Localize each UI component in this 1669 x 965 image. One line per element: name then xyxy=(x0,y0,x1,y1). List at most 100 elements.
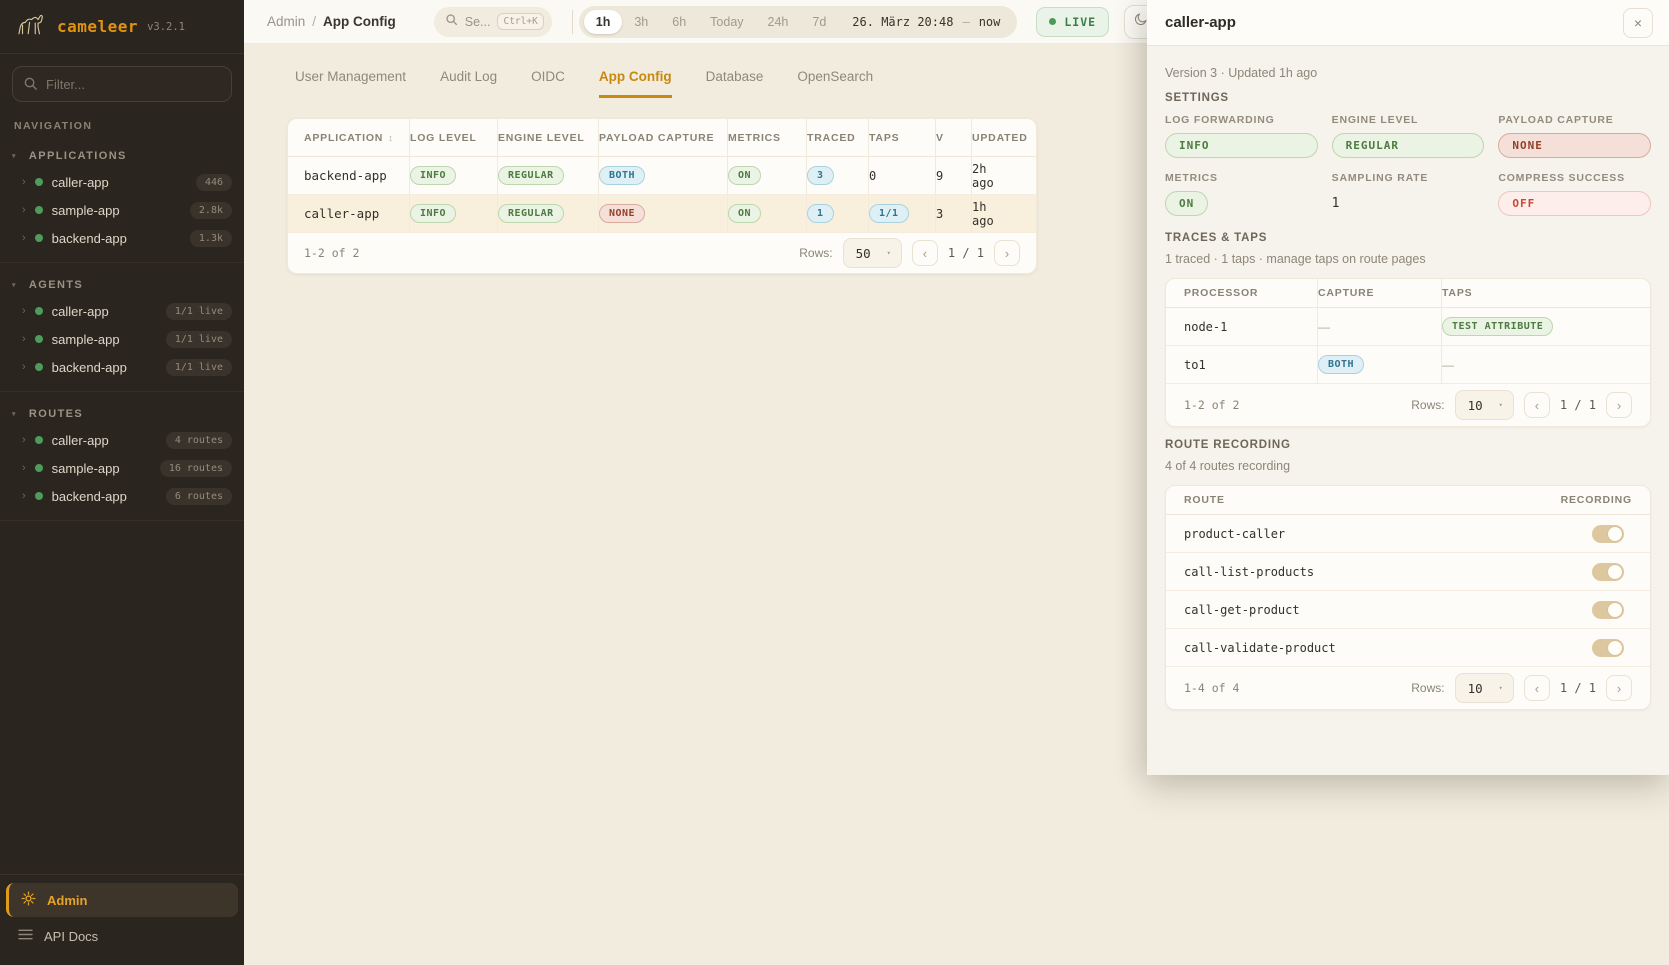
item-badge: 1.3k xyxy=(189,229,232,247)
sidebar-item-caller-app-agent[interactable]: › caller-app 1/1 live xyxy=(0,297,244,325)
status-dot xyxy=(34,436,43,444)
sidebar-item-sample-app-agent[interactable]: › sample-app 1/1 live xyxy=(0,325,244,353)
breadcrumb-root[interactable]: Admin xyxy=(267,14,306,29)
sidebar-item-caller-app-routes[interactable]: › caller-app 4 routes xyxy=(0,426,244,454)
page-indicator: 1 / 1 xyxy=(1559,398,1596,412)
rows-per-page-select[interactable]: 10 ▾ xyxy=(1454,673,1514,703)
rows-per-page-select[interactable]: 50 ▾ xyxy=(842,238,902,268)
recording-toggle[interactable] xyxy=(1592,638,1624,657)
tab-database[interactable]: Database xyxy=(705,69,764,84)
item-label: sample-app xyxy=(51,202,120,218)
sidebar-item-sample-app[interactable]: › sample-app 2.8k xyxy=(0,196,244,224)
sidebar-item-api-docs[interactable]: API Docs xyxy=(6,919,238,953)
sidebar-item-backend-app[interactable]: › backend-app 1.3k xyxy=(0,224,244,252)
traces-table: PROCESSOR CAPTURE TAPS node-1 — TEST ATT… xyxy=(1165,278,1651,427)
column-header-route: ROUTE xyxy=(1184,494,1225,506)
tab-audit-log[interactable]: Audit Log xyxy=(440,69,498,84)
section-header-routes[interactable]: ▾ ROUTES xyxy=(0,400,244,426)
table-row-caller-app[interactable]: caller-app INFO REGULAR NONE ON 1 1/1 3 … xyxy=(288,195,1036,233)
rows-per-page-value: 50 xyxy=(855,245,871,261)
recording-toggle[interactable] xyxy=(1592,562,1624,581)
sidebar: cameleer v3.2.1 NAVIGATION ▾ APPLICATION… xyxy=(0,0,244,965)
sidebar-item-sample-app-routes[interactable]: › sample-app 16 routes xyxy=(0,454,244,482)
prev-page-button[interactable]: ‹ xyxy=(1523,392,1550,418)
sidebar-item-admin[interactable]: Admin xyxy=(6,883,238,917)
prev-page-button[interactable]: ‹ xyxy=(911,240,938,266)
version-value: 9 xyxy=(936,168,944,183)
taps-badge: TEST ATTRIBUTE xyxy=(1442,317,1554,336)
keyboard-shortcut-badge: Ctrl+K xyxy=(497,13,544,30)
column-header-capture: CAPTURE xyxy=(1318,279,1442,307)
range-button-3h[interactable]: 3h xyxy=(634,14,649,29)
column-header-processor: PROCESSOR xyxy=(1184,279,1318,307)
range-button-24h[interactable]: 24h xyxy=(767,14,789,29)
tab-opensearch[interactable]: OpenSearch xyxy=(797,69,874,84)
range-button-today[interactable]: Today xyxy=(710,14,744,29)
range-button-1h[interactable]: 1h xyxy=(583,9,623,34)
close-button[interactable]: × xyxy=(1623,7,1653,38)
section-label: APPLICATIONS xyxy=(28,150,127,162)
range-button-6h[interactable]: 6h xyxy=(672,14,687,29)
prev-page-button[interactable]: ‹ xyxy=(1523,675,1550,701)
brand-header: cameleer v3.2.1 xyxy=(0,0,244,54)
metrics-badge: ON xyxy=(1165,191,1209,216)
settings-heading: SETTINGS xyxy=(1165,92,1229,104)
filter-input[interactable] xyxy=(12,66,232,102)
engine-level-badge: REGULAR xyxy=(498,204,564,223)
item-label: backend-app xyxy=(51,488,127,504)
sidebar-item-backend-app-routes[interactable]: › backend-app 6 routes xyxy=(0,482,244,510)
chevron-down-icon: ▾ xyxy=(12,411,17,418)
sidebar-item-caller-app[interactable]: › caller-app 446 xyxy=(0,168,244,196)
route-recording-heading: ROUTE RECORDING xyxy=(1165,439,1291,451)
section-applications: ▾ APPLICATIONS › caller-app 446 › sample… xyxy=(0,134,244,263)
drawer-header: caller-app × xyxy=(1147,0,1669,46)
tab-oidc[interactable]: OIDC xyxy=(531,69,565,84)
column-header-traced: TRACED xyxy=(807,119,869,156)
section-header-applications[interactable]: ▾ APPLICATIONS xyxy=(0,142,244,168)
next-page-button[interactable]: › xyxy=(1606,675,1632,701)
navigation-label: NAVIGATION xyxy=(14,120,93,132)
date-range-display[interactable]: 26. März 20:48 — now xyxy=(838,15,1012,29)
rows-per-page-label: Rows: xyxy=(1411,681,1445,695)
table-row-backend-app[interactable]: backend-app INFO REGULAR BOTH ON 3 0 9 2… xyxy=(288,157,1036,195)
traces-row-node-1[interactable]: node-1 — TEST ATTRIBUTE xyxy=(1166,308,1650,346)
live-button[interactable]: LIVE xyxy=(1036,6,1110,37)
range-button-7d[interactable]: 7d xyxy=(812,14,827,29)
field-label: ENGINE LEVEL xyxy=(1331,114,1419,126)
global-search[interactable]: Se... Ctrl+K xyxy=(433,6,552,37)
column-header-application[interactable]: APPLICATION ↕ xyxy=(304,119,410,156)
rows-per-page-select[interactable]: 10 ▾ xyxy=(1454,390,1514,420)
item-label: sample-app xyxy=(51,331,120,347)
pagination-range: 1-2 of 2 xyxy=(1184,398,1240,412)
close-icon: × xyxy=(1633,14,1643,31)
brand-version: v3.2.1 xyxy=(147,20,185,33)
column-header-payload-capture: PAYLOAD CAPTURE xyxy=(599,119,728,156)
field-label: SAMPLING RATE xyxy=(1331,172,1429,184)
chevron-right-icon: › xyxy=(22,203,26,216)
recording-toggle[interactable] xyxy=(1592,600,1624,619)
traces-header-row: PROCESSOR CAPTURE TAPS xyxy=(1166,279,1650,308)
traces-row-to1[interactable]: to1 BOTH — xyxy=(1166,346,1650,384)
sidebar-item-backend-app-agent[interactable]: › backend-app 1/1 live xyxy=(0,353,244,381)
status-dot xyxy=(34,178,43,186)
next-page-button[interactable]: › xyxy=(994,240,1020,266)
section-header-agents[interactable]: ▾ AGENTS xyxy=(0,271,244,297)
settings-grid: LOG FORWARDING INFO ENGINE LEVEL REGULAR… xyxy=(1165,114,1651,216)
chevron-right-icon: › xyxy=(22,175,26,188)
gear-icon xyxy=(21,891,36,909)
next-page-button[interactable]: › xyxy=(1606,392,1632,418)
date-from: 26. März 20:48 xyxy=(852,14,954,29)
chevron-down-icon: ▾ xyxy=(1498,684,1503,692)
camel-logo-icon xyxy=(14,11,48,43)
item-badge: 6 routes xyxy=(165,487,232,505)
app-detail-drawer: caller-app × Version 3 · Updated 1h ago … xyxy=(1147,0,1669,775)
column-header-recording: RECORDING xyxy=(1560,494,1632,506)
item-badge: 2.8k xyxy=(189,201,232,219)
routes-header-row: ROUTE RECORDING xyxy=(1166,486,1650,515)
sidebar-footer: Admin API Docs xyxy=(0,874,244,965)
tab-app-config[interactable]: App Config xyxy=(598,69,672,98)
tab-user-management[interactable]: User Management xyxy=(295,69,407,84)
recording-toggle[interactable] xyxy=(1592,524,1624,543)
route-row-call-get-product: call-get-product xyxy=(1166,591,1650,629)
field-compress-success: COMPRESS SUCCESS OFF xyxy=(1498,172,1651,216)
